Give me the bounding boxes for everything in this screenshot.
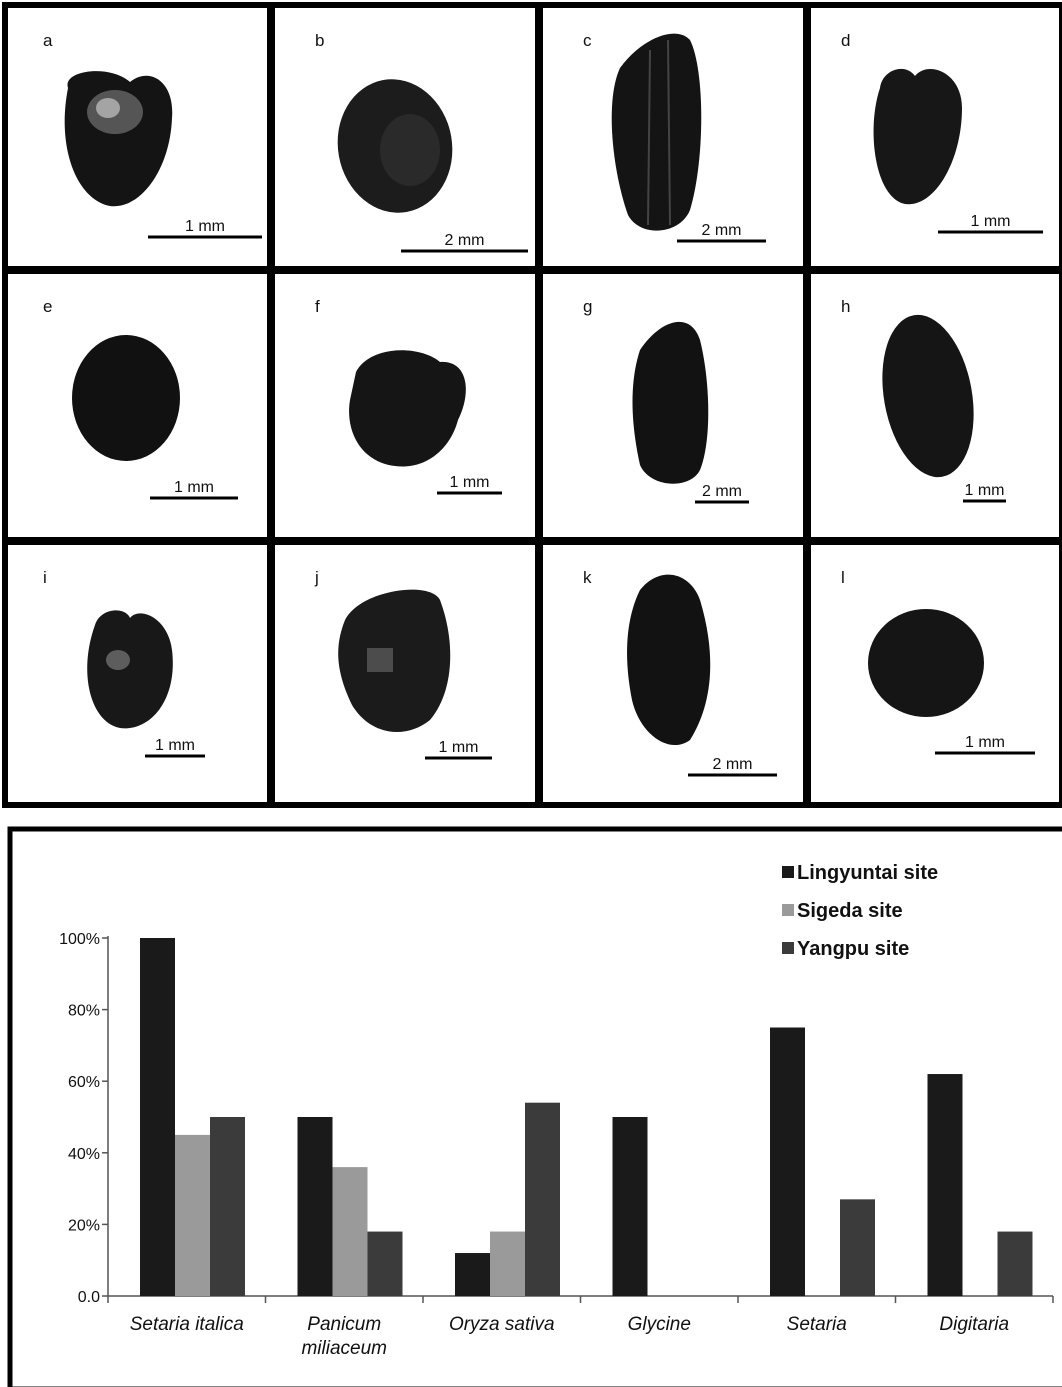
y-tick-label: 80% [68, 1003, 100, 1020]
panel-letter-h: h [841, 297, 850, 316]
x-tick-label: Setaria [787, 1314, 847, 1335]
panel-letter-a: a [43, 31, 53, 50]
panel-letter-g: g [583, 297, 592, 316]
panel-letter-f: f [315, 297, 320, 316]
legend-swatch [782, 866, 794, 878]
seed-photo-l [868, 609, 984, 717]
seed-photo-h [882, 314, 974, 478]
legend-label: Lingyuntai site [797, 862, 938, 884]
legend-swatch [782, 904, 794, 916]
bars [140, 938, 1033, 1296]
x-tick-label: Setaria italica [130, 1314, 244, 1335]
scale-label-c: 2 mm [702, 222, 742, 239]
seed-photo-c [611, 33, 702, 231]
bar-chart: 0.0 20% 40% 60% 80% 100% Setaria italica Panic… [7, 826, 1062, 1387]
legend-label: Sigeda site [797, 900, 903, 922]
bar-lingyuntai-site-4 [770, 1027, 805, 1296]
scale-label-e: 1 mm [174, 479, 214, 496]
scale-label-b: 2 mm [445, 232, 485, 249]
seed-photo-d [873, 68, 962, 205]
seed-photo-g [632, 321, 709, 484]
scale-label-k: 2 mm [713, 756, 753, 773]
y-tick-label: 0.0 [78, 1289, 100, 1306]
x-tick-label: Glycine [628, 1314, 691, 1335]
scale-label-j: 1 mm [439, 739, 479, 756]
seed-photo-e [72, 335, 180, 461]
legend-label: Yangpu site [797, 938, 909, 960]
seed-photo-f [349, 350, 466, 467]
panel-letter-b: b [315, 31, 324, 50]
scale-label-l: 1 mm [965, 734, 1005, 751]
y-axis: 0.0 20% 40% 60% 80% 100% [59, 931, 109, 1306]
bar-yangpu-site-5 [997, 1231, 1033, 1296]
panel-letter-e: e [43, 297, 52, 316]
bar-lingyuntai-site-2 [455, 1253, 490, 1296]
bar-lingyuntai-site-1 [297, 1117, 333, 1296]
panel-letter-i: i [43, 568, 47, 587]
x-tick-label: Oryza sativa [449, 1314, 555, 1335]
y-tick-label: 40% [68, 1146, 100, 1163]
y-tick-label: 100% [59, 931, 100, 948]
y-tick-label: 60% [68, 1074, 100, 1091]
panel-letter-d: d [841, 31, 850, 50]
seed-photo-b [337, 79, 453, 213]
panel-letter-c: c [583, 31, 592, 50]
scale-label-d: 1 mm [971, 213, 1011, 230]
bar-yangpu-site-1 [367, 1231, 403, 1296]
bar-sigeda-site-1 [332, 1167, 368, 1296]
scale-label-i: 1 mm [155, 737, 195, 754]
scale-label-g: 2 mm [702, 483, 742, 500]
panel-letter-k: k [583, 568, 592, 587]
x-tick-label: Digitaria [939, 1314, 1009, 1335]
panel-letter-j: j [314, 568, 319, 587]
seed-photo-a [64, 71, 173, 207]
bar-yangpu-site-2 [525, 1102, 560, 1296]
bar-yangpu-site-4 [840, 1199, 875, 1296]
scale-label-f: 1 mm [450, 474, 490, 491]
seed-photo-k [627, 574, 711, 746]
bar-sigeda-site-0 [175, 1134, 210, 1296]
bar-yangpu-site-0 [210, 1117, 245, 1296]
legend: Lingyuntai site Sigeda site Yangpu site [782, 862, 938, 960]
x-tick-label: Panicum miliaceum [301, 1314, 387, 1359]
bar-lingyuntai-site-0 [140, 938, 175, 1296]
seed-photo-i [87, 610, 173, 729]
bar-lingyuntai-site-3 [612, 1117, 648, 1296]
bar-sigeda-site-2 [490, 1231, 525, 1296]
y-tick-label: 20% [68, 1217, 100, 1234]
x-axis: Setaria italica Panicum miliaceum Oryza sat… [107, 1295, 1054, 1359]
scale-label-a: 1 mm [185, 218, 225, 235]
seed-photo-plate: a 1 mm b 2 mm c 2 mm d 1 mm e 1 mm f 1 mm g 2 mm h 1 mm… [2, 2, 1062, 808]
seed-photo-j [338, 589, 451, 732]
legend-swatch [782, 942, 794, 954]
panel-letter-l: l [841, 568, 845, 587]
scale-label-h: 1 mm [965, 482, 1005, 499]
bar-lingyuntai-site-5 [927, 1074, 963, 1296]
